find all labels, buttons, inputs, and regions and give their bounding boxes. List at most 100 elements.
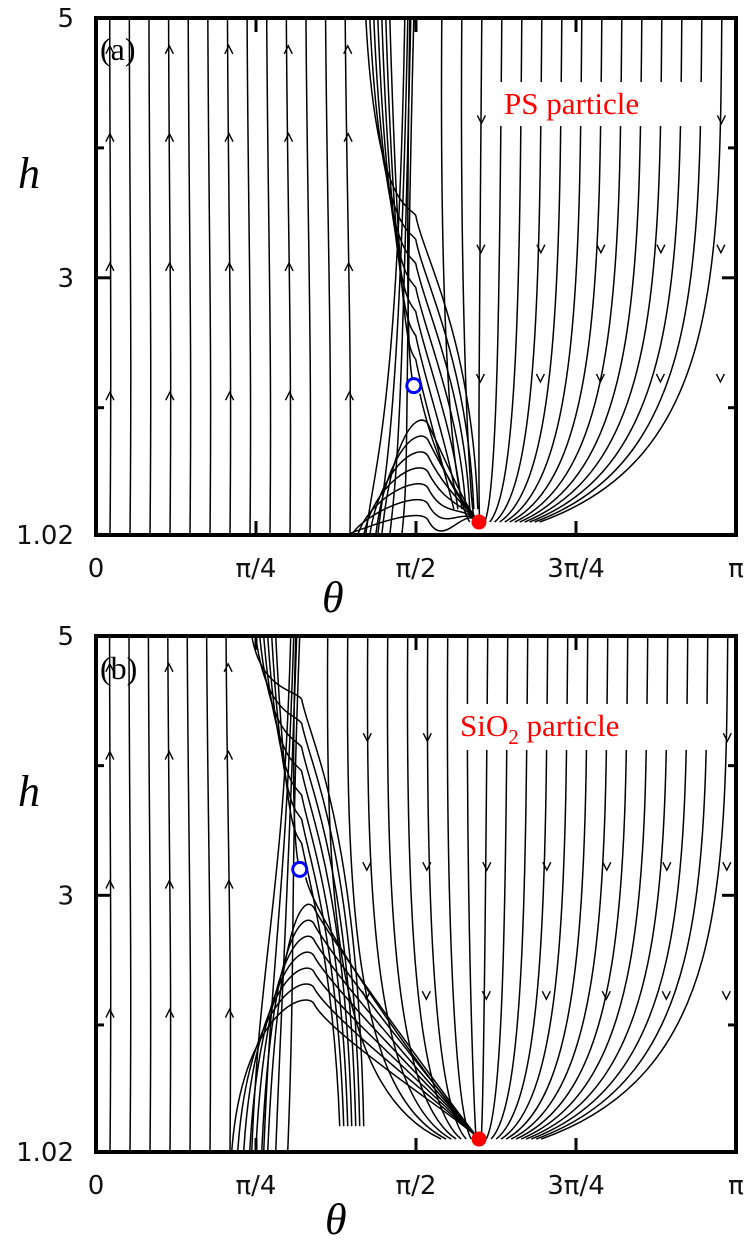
flow-arrow-down: [542, 861, 552, 872]
flow-arrow-up: [284, 261, 294, 272]
fixed-points: [291, 860, 487, 1147]
x-tick-label: 3π/4: [547, 1171, 605, 1201]
flow-arrow-down: [601, 990, 611, 1001]
flow-arrow-down: [716, 115, 727, 125]
streamline: [326, 636, 442, 1140]
flow-arrow-down: [422, 732, 432, 743]
streamline-separatrix-left: [377, 18, 409, 535]
streamline: [225, 636, 232, 1152]
flow-arrow-up: [224, 1007, 235, 1018]
streamline: [128, 636, 132, 1152]
particle-label-main: PS: [504, 86, 538, 121]
streamline-separatrix-left: [401, 18, 415, 535]
streamline: [305, 18, 312, 535]
panel-b: 0 π/4 π/2 3π/4 π 1.02 3 5 (b) SiO2 particle h θ: [16, 622, 744, 1244]
flow-arrow-down: [722, 732, 732, 743]
particle-label-subscript: 2: [508, 725, 519, 749]
streamline-separatrix-left: [389, 18, 412, 535]
separatrix: [419, 393, 480, 523]
streamline-separatrix-left: [286, 636, 301, 1152]
flow-arrow-up: [224, 261, 234, 272]
axis-ticks: [94, 16, 738, 537]
x-tick-label: 0: [88, 554, 105, 584]
streamline: [460, 18, 476, 523]
flow-arrow-down: [476, 115, 487, 125]
flow-arrow-down: [662, 861, 672, 872]
flow-arrow-up: [165, 261, 175, 272]
y-tick-label: 5: [57, 4, 74, 34]
streamline: [186, 636, 192, 1152]
x-tick-label: π: [728, 554, 744, 584]
y-tick-label: 1.02: [16, 1138, 74, 1168]
panel-label: (a): [100, 31, 136, 67]
flow-arrow-down: [475, 373, 486, 384]
stable-point: [471, 514, 487, 530]
axis-ticks: [94, 634, 738, 1154]
streamline-below-saddle: [351, 498, 480, 535]
particle-label-box: [455, 704, 712, 750]
flow-arrow-up: [165, 1007, 175, 1018]
flow-arrow-down: [476, 244, 486, 255]
flow-arrow-down: [602, 861, 612, 872]
flow-arrow-down: [541, 990, 551, 1001]
separatrix: [304, 877, 480, 1140]
streamline: [386, 636, 457, 1140]
flow-arrow-up: [343, 132, 353, 143]
streamline-above-saddle: [365, 18, 479, 510]
flow-arrow-up: [344, 390, 354, 401]
streamline: [324, 18, 332, 535]
flow-arrow-up: [164, 132, 175, 143]
streamline: [148, 18, 152, 535]
streamline: [187, 18, 192, 535]
streamline-above-saddle: [266, 636, 349, 1127]
particle-label: SiO2 particle: [460, 708, 619, 749]
y-axis-label: h: [18, 149, 40, 198]
flow-arrow-down: [536, 244, 546, 255]
streamline-separatrix-left: [365, 18, 406, 535]
flow-arrow-up: [224, 44, 234, 55]
x-tick-label: 0: [88, 1171, 105, 1201]
flow-arrow-down: [535, 373, 546, 384]
flow-arrow-up: [164, 662, 174, 673]
flow-arrow-up: [223, 662, 233, 673]
streamlines-group: [108, 18, 723, 535]
flow-arrow-up: [284, 390, 295, 401]
streamline-above-saddle: [254, 636, 361, 1127]
streamline: [446, 636, 472, 1140]
streamline-below-saddle: [369, 451, 480, 535]
flow-arrow-up: [105, 390, 115, 401]
particle-label-rest: particle: [538, 86, 639, 121]
flow-arrow-up: [283, 132, 294, 143]
separatrix: [292, 636, 301, 870]
flow-arrow-down: [361, 990, 371, 1001]
flow-arrow-up: [224, 132, 234, 143]
flow-arrow-down: [421, 990, 431, 1001]
x-tick-label: π/4: [236, 554, 277, 584]
x-tick-label: π: [728, 1171, 744, 1201]
flow-arrow-down: [715, 373, 726, 384]
flow-arrow-down: [656, 244, 666, 255]
streamline: [108, 636, 112, 1152]
streamline: [167, 18, 172, 535]
tick-labels: 0 π/4 π/2 3π/4 π 1.02 3 5: [16, 622, 744, 1201]
saddle-point: [405, 377, 423, 395]
flow-arrow-up: [164, 878, 175, 889]
streamline-above-saddle: [369, 18, 475, 510]
flow-arrow-up: [283, 44, 293, 55]
y-tick-label: 1.02: [16, 521, 74, 551]
y-axis-label: h: [18, 767, 40, 816]
streamline: [285, 18, 292, 535]
flow-arrow-down: [595, 373, 606, 384]
particle-label-main: SiO: [460, 708, 508, 743]
streamline: [205, 636, 212, 1152]
streamline-above-saddle: [258, 636, 357, 1127]
flow-arrow-down: [721, 990, 731, 1001]
flow-arrow-up: [105, 749, 115, 760]
flow-arrow-up: [105, 878, 115, 889]
streamline-above-saddle: [270, 636, 345, 1127]
streamline: [346, 636, 447, 1140]
flow-arrow-down: [481, 990, 491, 1001]
particle-label-rest: particle: [519, 708, 620, 743]
streamline: [406, 636, 462, 1140]
